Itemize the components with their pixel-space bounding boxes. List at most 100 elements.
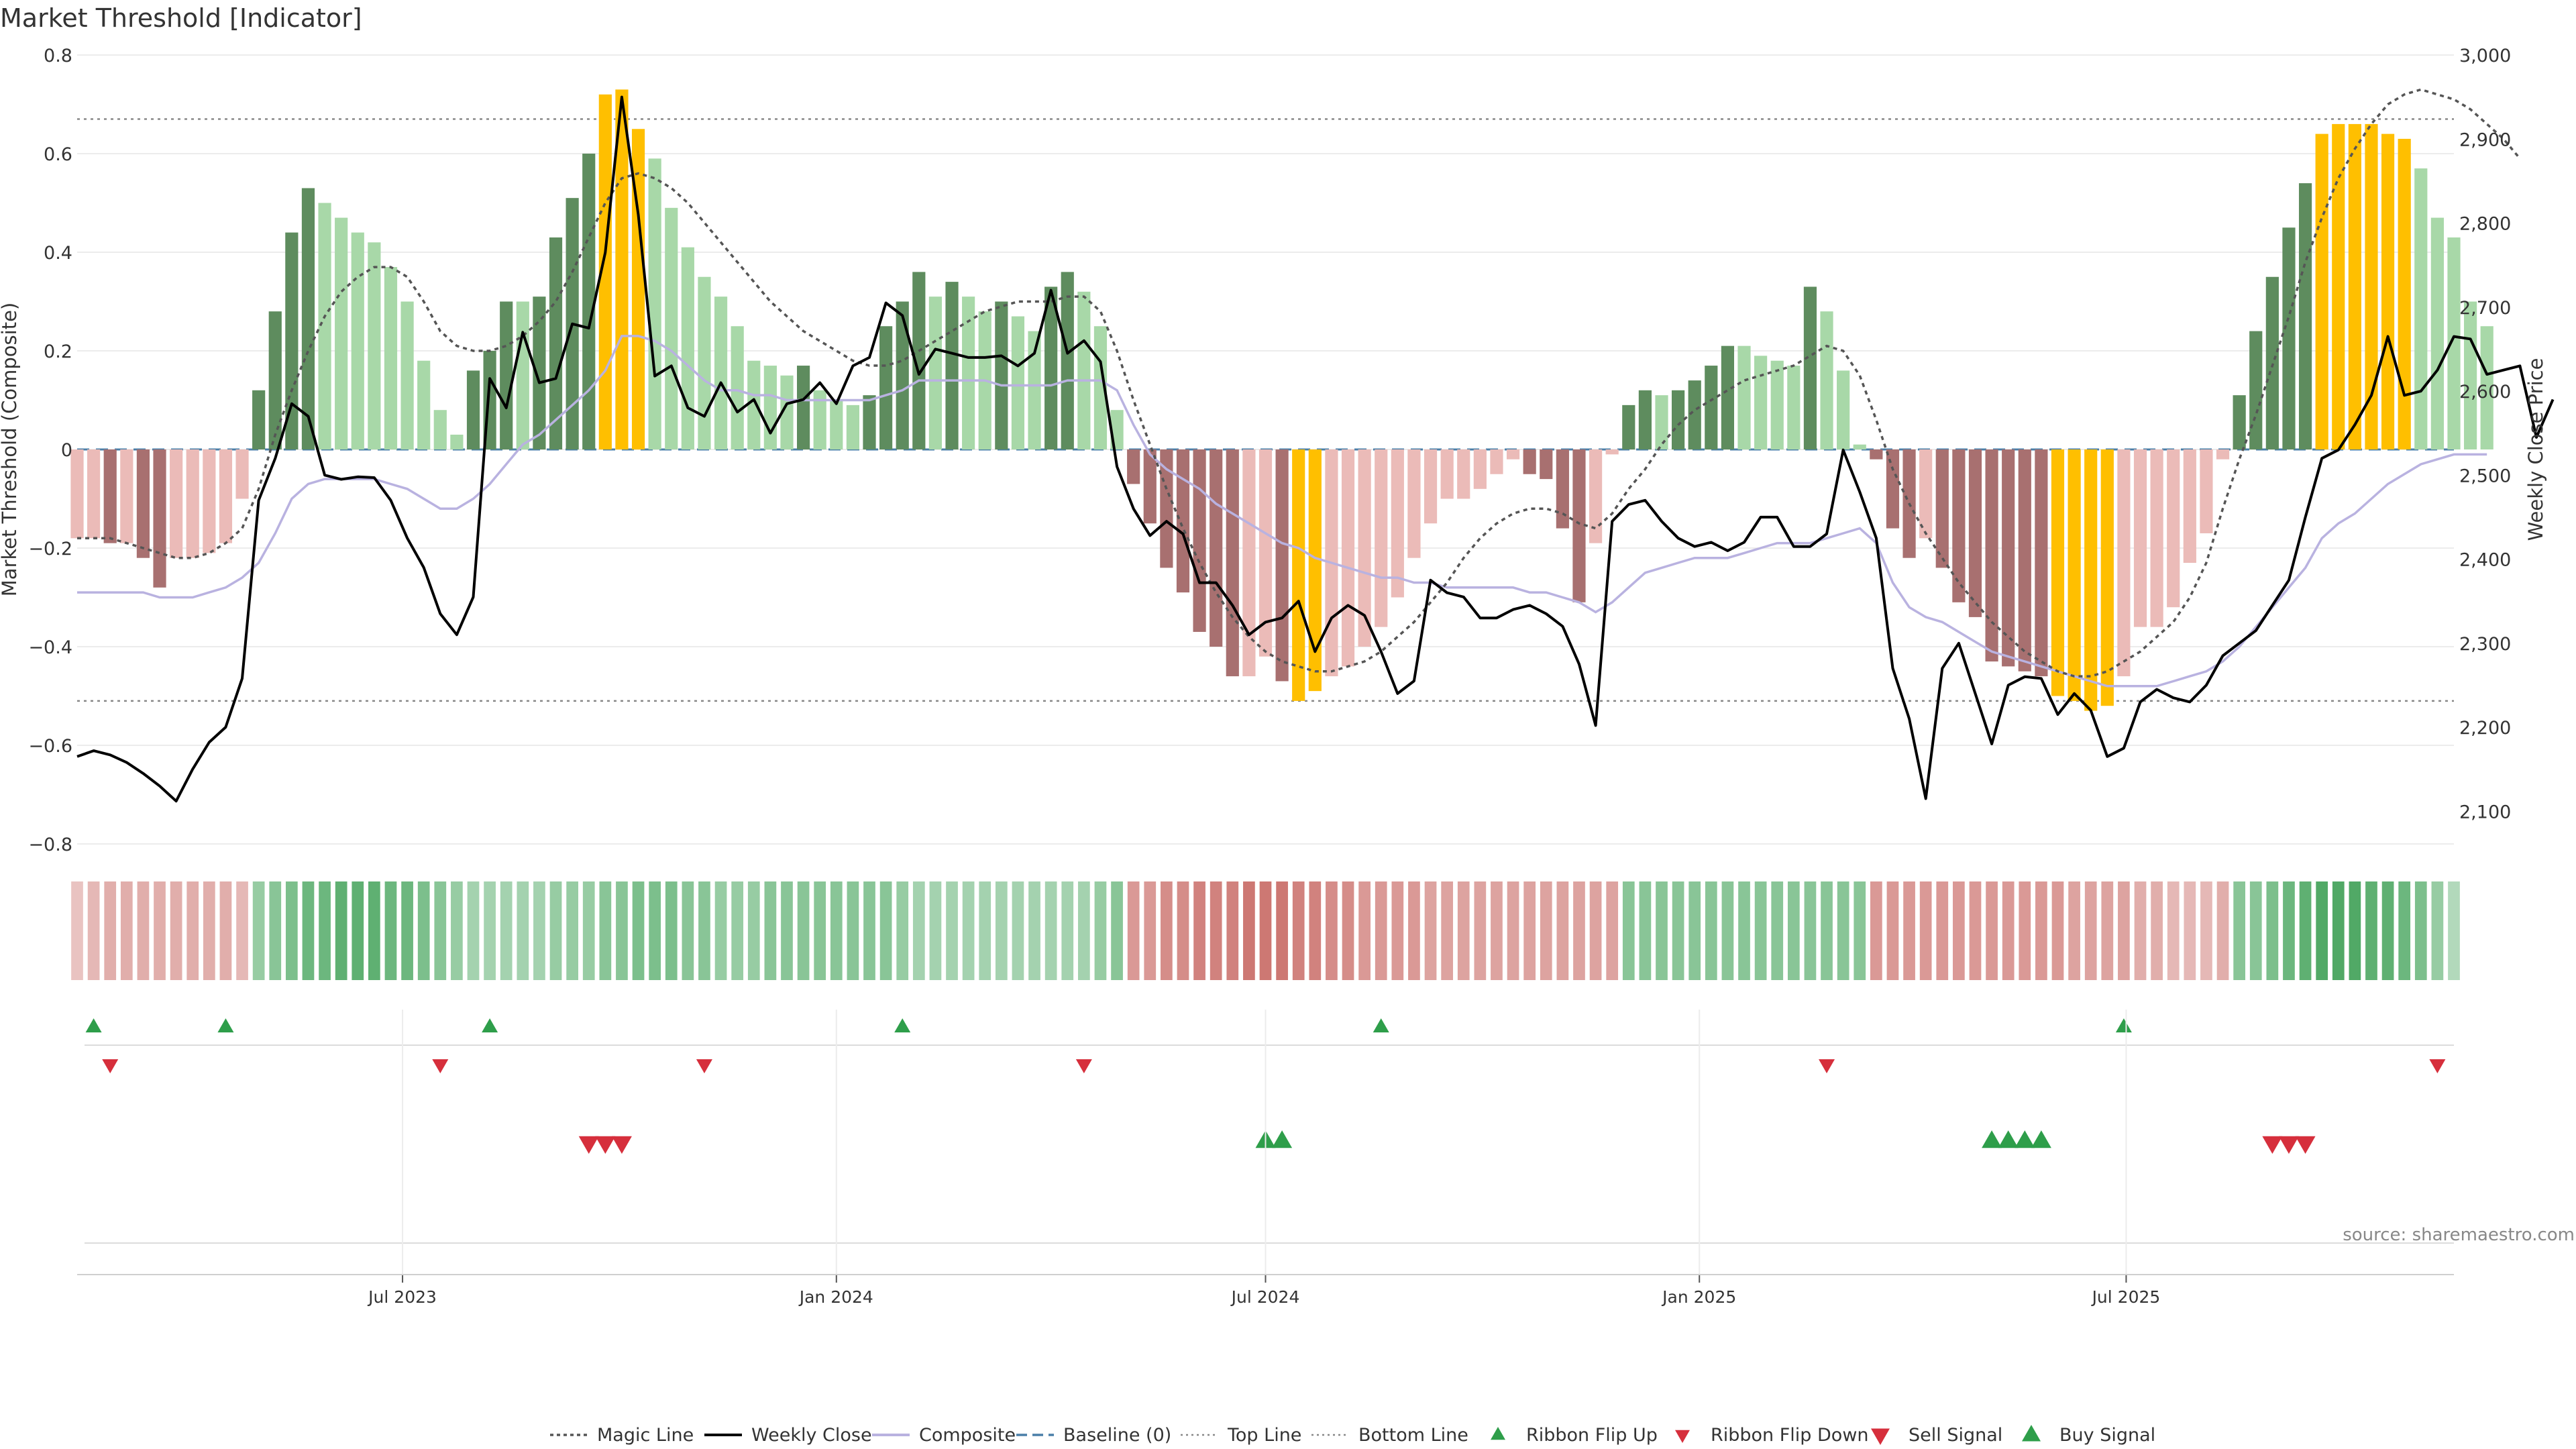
ribbon-cell	[2184, 881, 2196, 980]
legend-label: Baseline (0)	[1063, 1425, 1171, 1446]
buy-signal-marker	[1998, 1130, 2019, 1148]
ribbon-cell	[1028, 881, 1040, 980]
histogram-bar	[928, 297, 943, 449]
right-axis-label: Weekly Close Price	[2524, 358, 2547, 541]
ribbon-cell	[2233, 881, 2246, 980]
legend-label: Ribbon Flip Up	[1526, 1425, 1658, 1446]
histogram-bar	[714, 297, 728, 449]
histogram-bar	[1440, 449, 1454, 499]
histogram-bar	[1589, 449, 1603, 543]
ribbon-cell	[1210, 881, 1222, 980]
ribbon-cell	[1243, 881, 1255, 980]
histogram-bar	[87, 449, 101, 539]
left-tick-label: 0.6	[44, 144, 72, 165]
right-tick-label: 2,400	[2459, 550, 2511, 571]
ribbon-cell	[1077, 881, 1090, 980]
right-tick-label: 2,900	[2459, 129, 2511, 150]
ribbon-cell	[1688, 881, 1701, 980]
ribbon-cell	[682, 881, 694, 980]
histogram-bar	[780, 375, 794, 449]
histogram-bar	[1391, 449, 1404, 598]
ribbon-cell	[2068, 881, 2080, 980]
ribbon-cell	[2299, 881, 2312, 980]
ribbon-cell	[1854, 881, 1866, 980]
histogram-bar	[533, 297, 546, 449]
left-tick-label: 0	[61, 440, 72, 461]
ribbon-cell	[2365, 881, 2377, 980]
sell-signal-marker	[2295, 1136, 2316, 1154]
ribbon-cell	[1177, 881, 1189, 980]
ribbon-cell	[2316, 881, 2328, 980]
histogram-bar	[1952, 449, 1966, 602]
ribbon-cell	[1821, 881, 1833, 980]
x-axis: Jul 2023 Jan 2024 Jul 2024 Jan 2025 Jul 2025	[77, 1010, 2454, 1307]
histogram-bar	[2265, 276, 2279, 449]
ribbon-cell	[517, 881, 529, 980]
ribbon-cell	[170, 881, 182, 980]
histogram-bar	[879, 326, 893, 449]
ribbon-cell	[285, 881, 298, 980]
ribbon-cell	[1953, 881, 1965, 980]
legend-item: Ribbon Flip Down	[1675, 1425, 1869, 1446]
histogram-bar	[1258, 449, 1273, 657]
ribbon-cell	[1705, 881, 1717, 980]
histogram-bar	[863, 395, 876, 449]
buy-signal-marker	[1982, 1130, 2002, 1148]
ribbon-cell	[1919, 881, 1932, 980]
histogram-bar	[648, 158, 661, 449]
ribbon-cell	[236, 881, 248, 980]
histogram-bar	[615, 89, 629, 449]
histogram-bar	[2365, 123, 2378, 449]
histogram-bar	[2167, 449, 2180, 608]
histogram-bar	[2332, 123, 2345, 449]
histogram-bar	[1688, 380, 1701, 449]
histogram-bar	[516, 301, 529, 449]
sell-signal-marker	[611, 1136, 632, 1154]
x-tick-label: Jul 2024	[1230, 1287, 1300, 1307]
histogram-bar	[136, 449, 150, 558]
ribbon-cell	[2349, 881, 2361, 980]
ribbon-cell	[566, 881, 578, 980]
histogram-bar	[681, 247, 694, 449]
ribbon-cell	[87, 881, 100, 980]
ribbon-cell	[451, 881, 463, 980]
ribbon-cell	[1457, 881, 1470, 980]
legend-label: Weekly Close	[751, 1425, 872, 1446]
histogram-bar	[219, 449, 233, 543]
ribbon-cell	[731, 881, 744, 980]
histogram-bar	[631, 129, 645, 449]
histogram-bar	[1886, 449, 1900, 529]
histogram-bar	[450, 434, 464, 449]
histogram-bar	[2117, 449, 2131, 677]
histogram-bar	[2464, 301, 2477, 449]
right-tick-label: 2,300	[2459, 634, 2511, 655]
ribbon-cell	[2019, 881, 2031, 980]
legend-item: Top Line	[1181, 1425, 1301, 1446]
ribbon-cell	[1111, 881, 1123, 980]
ribbon-cell	[120, 881, 133, 980]
sell-signal-marker	[578, 1136, 599, 1154]
histogram-bar	[1622, 405, 1635, 449]
histogram-bar	[1061, 272, 1074, 449]
ribbon-cell	[1127, 881, 1140, 980]
ribbon-cell	[401, 881, 413, 980]
ribbon-flip-up-marker	[482, 1018, 498, 1032]
ribbon-flip-up-marker	[1373, 1018, 1389, 1032]
histogram-bar	[896, 301, 909, 449]
histogram-bar	[1077, 291, 1091, 449]
histogram-bar	[433, 410, 447, 449]
ribbon-cell	[2134, 881, 2147, 980]
ribbon-cell	[302, 881, 315, 980]
ribbon-cell	[632, 881, 645, 980]
histogram-bar	[1721, 345, 1735, 449]
ribbon-cell	[1342, 881, 1354, 980]
histogram-bar	[2018, 449, 2031, 672]
ribbon-cell	[1276, 881, 1288, 980]
histogram-bar	[1672, 390, 1685, 449]
ribbon-cell	[1656, 881, 1668, 980]
ribbon-cell	[1259, 881, 1272, 980]
histogram-bar	[813, 390, 826, 449]
histogram-bar	[912, 272, 926, 449]
ribbon-cell	[1886, 881, 1899, 980]
